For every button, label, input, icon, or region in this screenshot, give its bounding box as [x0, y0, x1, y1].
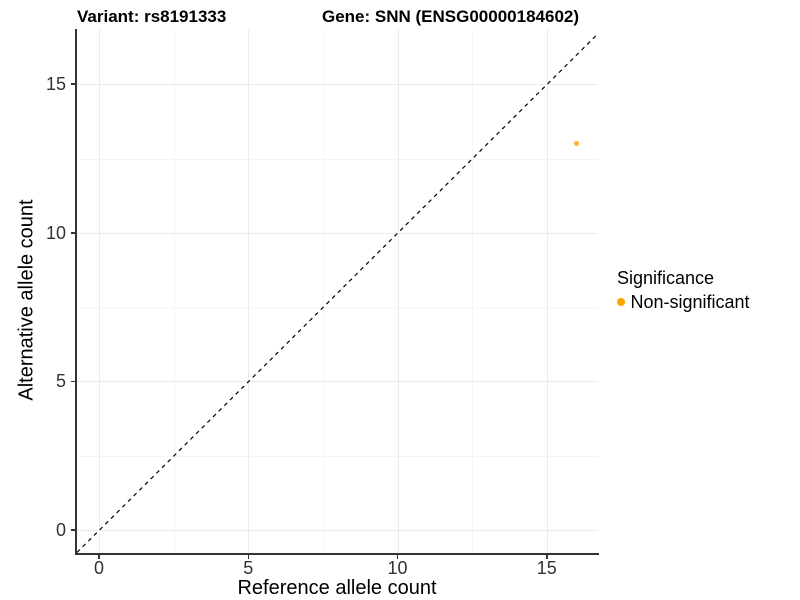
y-tick-label: 10 [45, 222, 66, 243]
x-tick-mark [396, 554, 399, 559]
point-icon [617, 298, 625, 306]
x-tick-mark [546, 554, 548, 559]
y-major-gridline [76, 530, 598, 531]
x-axis-title: Reference allele count [237, 577, 437, 599]
y-tick-mark [70, 83, 75, 85]
x-major-gridline [546, 29, 548, 553]
y-major-gridline [76, 232, 598, 234]
legend-item-non-significant: Non-significant [617, 291, 750, 313]
y-axis-line [75, 29, 77, 555]
x-tick-mark [98, 554, 100, 559]
x-major-gridline [248, 29, 250, 553]
y-tick-label: 15 [45, 74, 66, 95]
plot-panel [76, 29, 598, 553]
y-minor-gridline [76, 307, 598, 309]
y-tick-mark [70, 380, 75, 383]
x-tick-label: 15 [536, 558, 557, 578]
x-axis-line [75, 553, 599, 555]
x-major-gridline [397, 29, 399, 553]
data-point [574, 141, 580, 147]
legend-title: Significance [617, 268, 715, 288]
y-minor-gridline [76, 158, 598, 160]
y-tick-label: 5 [55, 371, 66, 392]
legend-item-label: Non-significant [630, 291, 750, 312]
identity-reference-line [76, 33, 598, 553]
plot-title-variant: Variant: rs8191333 [77, 7, 227, 26]
y-tick-mark [70, 529, 75, 531]
y-tick-label: 0 [55, 520, 66, 540]
legend: Significance Non-significant [617, 267, 750, 313]
x-minor-gridline [322, 29, 324, 553]
y-major-gridline [76, 84, 598, 86]
x-tick-label: 10 [387, 558, 408, 578]
y-major-gridline [76, 381, 598, 383]
x-minor-gridline [472, 29, 474, 553]
plot-title-gene: Gene: SNN (ENSG00000184602) [322, 7, 580, 26]
x-tick-label: 0 [93, 558, 104, 578]
y-tick-mark [70, 232, 75, 234]
y-minor-gridline [76, 455, 598, 457]
x-tick-label: 5 [243, 558, 254, 578]
x-minor-gridline [173, 29, 175, 553]
x-major-gridline [99, 29, 100, 553]
x-tick-mark [247, 554, 249, 559]
